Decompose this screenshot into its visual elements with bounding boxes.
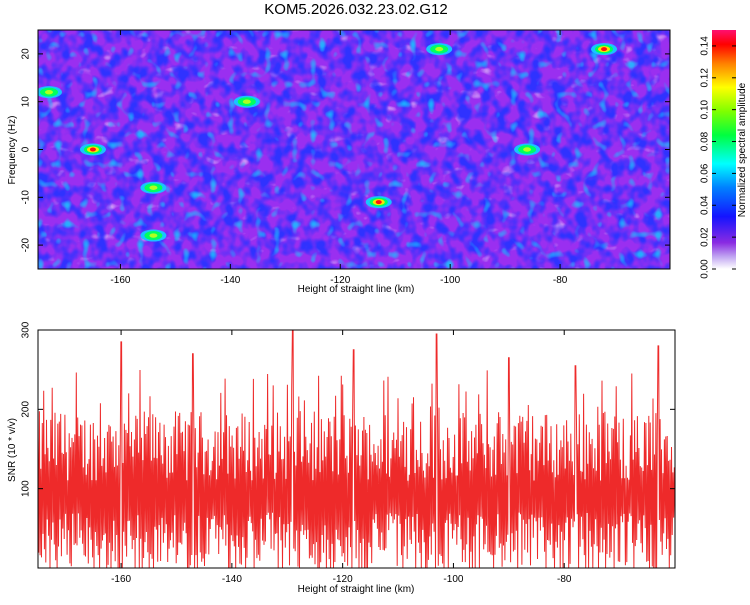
peak-inner bbox=[44, 89, 53, 95]
colorbar-tick-label: 0.10 bbox=[700, 99, 711, 119]
spectrogram-xtick-label: -140 bbox=[220, 275, 240, 286]
colorbar-tick-label: 0.02 bbox=[700, 227, 711, 247]
snr-ylabel: SNR (10 * v/v) bbox=[7, 418, 18, 482]
colorbar-tick-label: 0.08 bbox=[700, 131, 711, 151]
snr-frame bbox=[37, 329, 676, 569]
colorbar-tick-label: 0.12 bbox=[700, 68, 711, 88]
snr-series-line bbox=[38, 330, 675, 568]
snr-xtick-label: -100 bbox=[443, 574, 463, 585]
snr-ytick-label: 200 bbox=[21, 401, 32, 418]
spectrogram-peak bbox=[233, 95, 260, 108]
spectrogram-ytick-label: 20 bbox=[21, 48, 32, 60]
peak-inner bbox=[149, 185, 158, 190]
spectrogram-peak bbox=[140, 181, 167, 194]
peak-inner bbox=[523, 147, 532, 152]
spectrogram-xtick-label: -160 bbox=[110, 275, 130, 286]
snr-ticks: -160 -140 -120 -100 -80 100 200 300 bbox=[21, 321, 675, 585]
snr-xtick-label: -80 bbox=[557, 574, 572, 585]
spectrogram-ytick-label: 0 bbox=[21, 146, 32, 152]
spectrogram-xtick-label: -120 bbox=[330, 275, 350, 286]
peak-inner bbox=[435, 46, 444, 52]
colorbar-gradient bbox=[712, 30, 736, 269]
spectrogram-ylabel: Frequency (Hz) bbox=[7, 116, 18, 185]
colorbar-ticks: 0.00 0.02 0.04 0.06 0.08 0.10 0.12 0.14 bbox=[700, 36, 736, 279]
peak-core bbox=[601, 47, 608, 52]
spectrogram-ytick-label: -10 bbox=[21, 190, 32, 205]
spectrogram-xlabel: Height of straight line (km) bbox=[298, 284, 415, 295]
peak-inner bbox=[242, 99, 251, 104]
spectrogram-peak bbox=[140, 229, 167, 242]
snr-xlabel: Height of straight line (km) bbox=[298, 584, 415, 595]
peak-inner bbox=[149, 233, 158, 238]
spectrogram-peak bbox=[514, 143, 541, 156]
spectrogram-peak bbox=[426, 43, 453, 56]
snr-panel: -160 -140 -120 -100 -80 100 200 300 Height of s… bbox=[7, 321, 676, 595]
peak-core bbox=[375, 200, 382, 205]
colorbar-tick-label: 0.00 bbox=[700, 259, 711, 279]
spectrogram-peak bbox=[79, 143, 106, 156]
spectrogram-ytick-label: 10 bbox=[21, 96, 32, 108]
snr-ytick-label: 100 bbox=[21, 480, 32, 497]
spectrogram-peak bbox=[38, 86, 62, 99]
spectrogram-peaks bbox=[38, 43, 618, 242]
figure-title: KOM5.2026.032.23.02.G12 bbox=[264, 1, 447, 18]
colorbar-label: Normalized spectral amplitude bbox=[737, 82, 748, 217]
snr-xtick-label: -160 bbox=[111, 574, 131, 585]
colorbar: 0.00 0.02 0.04 0.06 0.08 0.10 0.12 0.14 Normali… bbox=[700, 30, 748, 279]
colorbar-tick-label: 0.06 bbox=[700, 163, 711, 183]
colorbar-tick-label: 0.14 bbox=[700, 36, 711, 56]
spectrogram-peak bbox=[591, 43, 618, 56]
spectrogram-ytick-label: -20 bbox=[21, 237, 32, 252]
snr-ytick-label: 300 bbox=[21, 321, 32, 338]
snr-xtick-label: -120 bbox=[333, 574, 353, 585]
spectrogram-xtick-label: -100 bbox=[440, 275, 460, 286]
spectrogram-cyan-blobs bbox=[38, 30, 670, 269]
colorbar-tick-label: 0.04 bbox=[700, 195, 711, 215]
peak-core bbox=[89, 147, 96, 152]
snr-xtick-label: -140 bbox=[222, 574, 242, 585]
spectrogram-xtick-label: -80 bbox=[553, 275, 568, 286]
spectrogram-peak bbox=[365, 196, 392, 209]
